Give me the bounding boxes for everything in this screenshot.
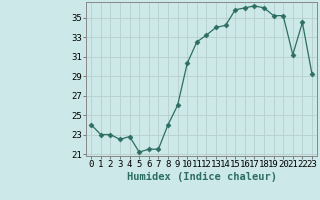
X-axis label: Humidex (Indice chaleur): Humidex (Indice chaleur) — [127, 172, 276, 182]
